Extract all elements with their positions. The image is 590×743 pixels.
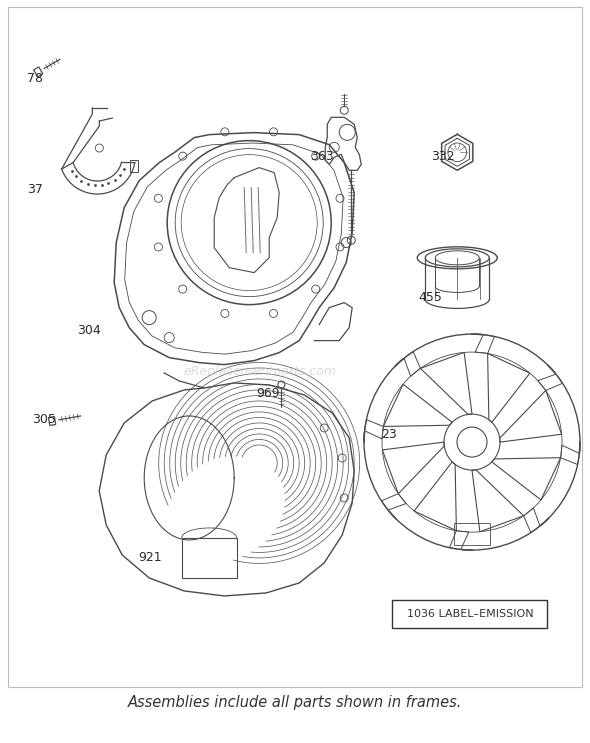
Text: eReplacementparts.com: eReplacementparts.com	[183, 365, 336, 378]
Text: Assemblies include all parts shown in frames.: Assemblies include all parts shown in fr…	[128, 695, 462, 710]
Text: 363: 363	[310, 149, 333, 163]
Text: 305: 305	[32, 413, 56, 426]
Text: 1036 LABEL–EMISSION: 1036 LABEL–EMISSION	[407, 609, 533, 619]
Bar	[182, 538, 237, 578]
Text: 304: 304	[77, 324, 100, 337]
Text: 921: 921	[139, 551, 162, 564]
Text: 332: 332	[431, 149, 454, 163]
Bar	[130, 160, 138, 172]
Text: 78: 78	[27, 71, 44, 85]
Text: 37: 37	[28, 183, 43, 196]
Bar	[392, 600, 548, 628]
Text: 455: 455	[419, 291, 442, 304]
Text: 23: 23	[382, 428, 397, 441]
Text: 969: 969	[257, 387, 280, 400]
Bar	[454, 523, 490, 545]
